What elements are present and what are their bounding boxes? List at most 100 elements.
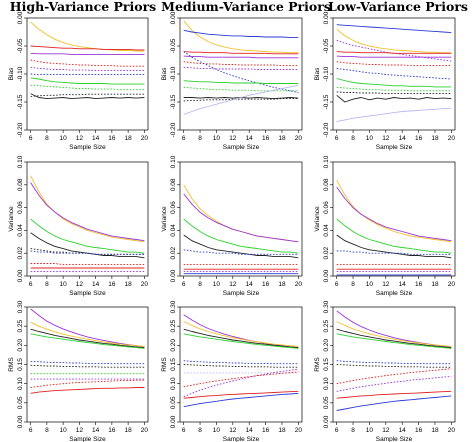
x-axis-label: Sample Size <box>376 144 413 151</box>
x-axis-label: Sample Size <box>223 144 260 151</box>
y-axis-label: RMS <box>314 357 321 372</box>
plot-frame <box>26 161 149 277</box>
y-axis-label: Variance <box>161 206 168 232</box>
y-axis-label: Bias <box>314 67 321 80</box>
x-tick-label: 10 <box>366 135 374 142</box>
x-axis-label: Sample Size <box>223 290 260 297</box>
x-tick-label: 12 <box>229 427 237 434</box>
series-line-blue-solid <box>183 392 299 408</box>
y-axis-label: Variance <box>8 206 15 232</box>
y-tick-label: 0.00 <box>17 11 24 24</box>
x-axis-label: Sample Size <box>69 144 106 151</box>
x-axis-label: Sample Size <box>69 436 106 442</box>
x-tick-label: 14 <box>246 135 254 142</box>
series-line-red-dotted <box>30 59 145 67</box>
series-line-purple-dotted <box>30 66 145 72</box>
x-tick-label: 8 <box>351 281 355 288</box>
y-axis-label: RMS <box>8 357 15 372</box>
x-axis-label: Sample Size <box>69 290 106 297</box>
series-line-red-solid <box>30 45 145 51</box>
y-tick-label: 0.25 <box>170 319 177 332</box>
x-tick-label: 10 <box>60 281 68 288</box>
y-tick-label: 0.08 <box>323 178 330 191</box>
x-tick-label: 8 <box>351 427 355 434</box>
y-tick-label: 0.00 <box>170 415 177 428</box>
y-tick-label: 0.25 <box>17 319 24 332</box>
plot-frame <box>26 306 149 423</box>
series-line-black-solid <box>336 328 452 349</box>
x-tick-label: 20 <box>141 135 149 142</box>
series-line-gold-solid <box>30 175 145 243</box>
series-line-blue-dotted <box>336 250 452 255</box>
series-line-black-dotted <box>30 93 145 97</box>
y-tick-label: 0.00 <box>323 415 330 428</box>
x-tick-label: 16 <box>262 281 270 288</box>
series-line-purple-solid <box>183 55 299 59</box>
y-tick-label: 0.10 <box>170 377 177 390</box>
series-line-black-solid <box>30 93 145 100</box>
x-tick-label: 8 <box>45 135 49 142</box>
series-line-black-solid <box>30 232 145 259</box>
panel-var-low: 6 8 10 12 14 16 18 20 0.00 0.02 0.04 0.06 0.08 0.10 Sa… <box>314 155 456 297</box>
series-line-red-dotted <box>336 368 452 385</box>
x-tick-label: 14 <box>246 427 254 434</box>
x-tick-label: 20 <box>295 281 303 288</box>
series-line-gold-solid <box>30 21 145 52</box>
series-line-purple-dotted <box>336 39 452 62</box>
y-tick-label: 0.10 <box>323 377 330 390</box>
series-line-blue-dotted <box>183 51 299 93</box>
x-tick-label: 6 <box>335 427 339 434</box>
series-line-purple-solid <box>183 314 299 349</box>
y-tick-label: 0.15 <box>170 358 177 371</box>
series-line-green-solid <box>30 218 145 254</box>
x-tick-label: 8 <box>45 427 49 434</box>
x-tick-label: 18 <box>278 281 286 288</box>
y-tick-label: 0.08 <box>170 178 177 191</box>
y-tick-label: -0.20 <box>170 122 177 137</box>
plot-frame <box>332 161 456 277</box>
y-tick-label: 0.10 <box>17 155 24 168</box>
series-line-gold-solid <box>183 321 299 347</box>
series-line-red-solid <box>30 387 145 394</box>
x-tick-label: 14 <box>92 281 100 288</box>
x-tick-label: 10 <box>213 135 221 142</box>
x-axis-label: Sample Size <box>223 436 260 442</box>
series-line-green-solid <box>183 218 299 254</box>
x-tick-label: 12 <box>76 281 84 288</box>
y-tick-label: 0.04 <box>170 224 177 237</box>
column-title-medium: Medium-Variance Priors <box>161 0 331 14</box>
x-tick-label: 16 <box>262 135 270 142</box>
y-tick-label: 0.06 <box>323 201 330 214</box>
x-tick-label: 20 <box>448 281 456 288</box>
y-tick-label: 0.30 <box>170 300 177 313</box>
series-line-red-dotted <box>336 61 452 67</box>
y-tick-label: -0.10 <box>17 66 24 81</box>
y-tick-label: -0.15 <box>323 94 330 109</box>
series-line-green-solid <box>183 80 299 84</box>
x-tick-label: 12 <box>76 135 84 142</box>
y-tick-label: -0.20 <box>17 122 24 137</box>
plot-frame <box>179 306 303 423</box>
series-line-black-solid <box>336 94 452 103</box>
y-tick-label: -0.05 <box>323 38 330 53</box>
x-tick-label: 16 <box>108 281 116 288</box>
x-tick-label: 6 <box>182 135 186 142</box>
series-line-red-dotted <box>30 379 145 388</box>
plot-frame <box>332 17 456 131</box>
y-tick-label: 0.02 <box>323 246 330 259</box>
y-tick-label: -0.20 <box>323 122 330 137</box>
y-tick-label: 0.08 <box>17 178 24 191</box>
series-line-green-solid <box>336 218 452 254</box>
y-axis-label: RMS <box>161 357 168 372</box>
y-tick-label: 0.00 <box>17 269 24 282</box>
plot-frame <box>179 161 303 277</box>
series-line-red-dotted <box>30 263 145 266</box>
panel-rms-low: 6 8 10 12 14 16 18 20 0.00 0.05 0.10 0.15 0.20 0.25 0.… <box>314 300 456 442</box>
x-tick-label: 8 <box>198 427 202 434</box>
x-tick-label: 12 <box>382 135 390 142</box>
x-tick-label: 18 <box>278 427 286 434</box>
y-tick-label: 0.25 <box>323 319 330 332</box>
series-line-black-dotted <box>183 364 299 368</box>
x-tick-label: 18 <box>431 281 439 288</box>
x-tick-label: 18 <box>431 427 439 434</box>
